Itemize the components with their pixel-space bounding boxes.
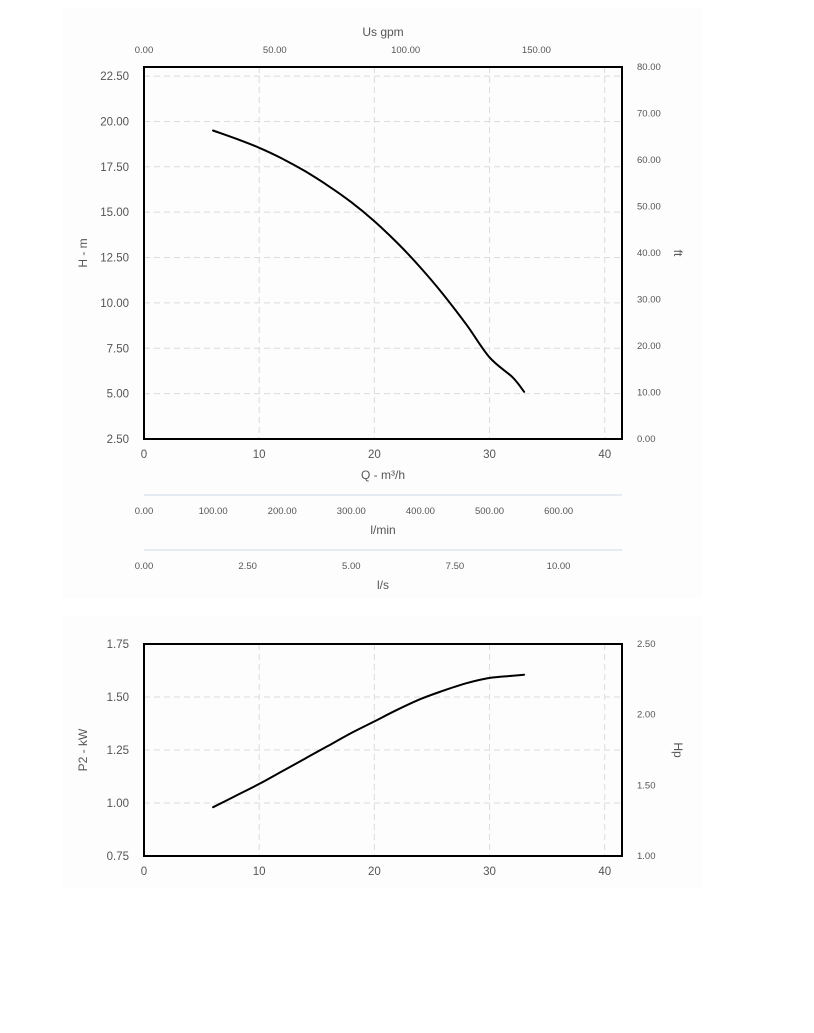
head-chart-frame xyxy=(143,66,623,440)
y2-tick-label: 10.00 xyxy=(637,388,661,399)
power-chart-frame xyxy=(143,643,623,857)
power-x-tick-labels: 0 10 20 30 40 xyxy=(141,866,611,878)
scale-tick-label: 10.00 xyxy=(547,561,571,572)
lmin-scale: 0.00 100.00 200.00 300.00 400.00 500.00 600.00… xyxy=(135,494,622,537)
head-y-tick-labels: 2.50 5.00 7.50 10.00 12.50 15.00 17.50 20.00 22.… xyxy=(100,71,129,446)
y-tick-label: 5.00 xyxy=(107,389,129,401)
y2-tick-label: 2.00 xyxy=(637,710,656,721)
y2-tick-label: 1.50 xyxy=(637,780,656,791)
power-hp-axis-title: Hp xyxy=(671,742,685,758)
ls-scale-title: l/s xyxy=(377,578,389,592)
x-tick-label: 20 xyxy=(368,449,381,461)
head-chart: 0 10 20 30 40 2.50 5.00 7.50 10.00 12.50 15.00 17.… xyxy=(76,25,685,482)
head-gpm-tick-labels: 0.00 50.00 100.00 150.00 xyxy=(135,45,551,56)
scale-tick-label: 0.00 xyxy=(135,561,154,572)
y-tick-label: 2.50 xyxy=(107,434,129,446)
y-tick-label: 15.00 xyxy=(100,207,129,219)
y-tick-label: 7.50 xyxy=(107,343,129,355)
power-y-tick-labels: 0.75 1.00 1.25 1.50 1.75 xyxy=(107,639,129,863)
y2-tick-label: 40.00 xyxy=(637,248,661,259)
power-hp-tick-labels: 1.00 1.50 2.00 2.50 xyxy=(637,639,656,862)
x2-tick-label: 50.00 xyxy=(263,45,287,56)
head-x-tick-labels: 0 10 20 30 40 xyxy=(141,449,611,461)
y-tick-label: 22.50 xyxy=(100,71,129,83)
x2-tick-label: 0.00 xyxy=(135,45,154,56)
y-tick-label: 12.50 xyxy=(100,253,129,265)
x-tick-label: 0 xyxy=(141,449,147,461)
x-tick-label: 10 xyxy=(253,449,266,461)
scale-tick-label: 5.00 xyxy=(342,561,361,572)
scale-tick-label: 7.50 xyxy=(446,561,465,572)
y-tick-label: 17.50 xyxy=(100,162,129,174)
y2-tick-label: 70.00 xyxy=(637,109,661,120)
scale-tick-label: 400.00 xyxy=(406,506,435,517)
y-tick-label: 1.25 xyxy=(107,745,129,757)
scale-tick-label: 200.00 xyxy=(268,506,297,517)
y2-tick-label: 30.00 xyxy=(637,295,661,306)
head-y-axis-title: H - m xyxy=(76,238,90,267)
power-y-axis-title: P2 - kW xyxy=(76,728,90,771)
head-x-axis-title: Q - m³/h xyxy=(361,468,405,482)
y-tick-label: 1.50 xyxy=(107,692,129,704)
head-chart-grid xyxy=(144,67,622,439)
x2-tick-label: 150.00 xyxy=(522,45,551,56)
x-tick-label: 20 xyxy=(368,866,381,878)
power-chart: 0 10 20 30 40 0.75 1.00 1.25 1.50 1.75 1.00 1.50 2… xyxy=(76,639,685,878)
y-tick-label: 0.75 xyxy=(107,851,129,863)
y2-tick-label: 60.00 xyxy=(637,155,661,166)
ls-tick-labels: 0.00 2.50 5.00 7.50 10.00 xyxy=(135,561,571,572)
scale-tick-label: 600.00 xyxy=(544,506,573,517)
x-tick-label: 30 xyxy=(483,866,496,878)
x2-tick-label: 100.00 xyxy=(391,45,420,56)
x-tick-label: 10 xyxy=(253,866,266,878)
power-curve xyxy=(212,673,526,809)
power-chart-grid xyxy=(144,644,622,856)
y-tick-label: 20.00 xyxy=(100,116,129,128)
scale-tick-label: 500.00 xyxy=(475,506,504,517)
x-tick-label: 40 xyxy=(598,866,611,878)
y2-tick-label: 50.00 xyxy=(637,202,661,213)
lmin-scale-title: l/min xyxy=(370,523,395,537)
y-tick-label: 1.00 xyxy=(107,798,129,810)
y2-tick-label: 1.00 xyxy=(637,851,656,862)
y2-tick-label: 20.00 xyxy=(637,341,661,352)
scale-tick-label: 300.00 xyxy=(337,506,366,517)
head-curve xyxy=(212,129,526,393)
y-tick-label: 1.75 xyxy=(107,639,129,651)
head-ft-axis-title: ft xyxy=(671,250,685,257)
scale-tick-label: 100.00 xyxy=(199,506,228,517)
y2-tick-label: 0.00 xyxy=(637,434,656,445)
x-tick-label: 0 xyxy=(141,866,147,878)
lmin-tick-labels: 0.00 100.00 200.00 300.00 400.00 500.00 600.00 xyxy=(135,506,573,517)
y2-tick-label: 2.50 xyxy=(637,639,656,650)
x-tick-label: 30 xyxy=(483,449,496,461)
head-ft-tick-labels: 0.00 10.00 20.00 30.00 40.00 50.00 60.00 70.00 8… xyxy=(637,62,661,445)
scale-tick-label: 2.50 xyxy=(238,561,257,572)
scale-tick-label: 0.00 xyxy=(135,506,154,517)
power-panel-background xyxy=(62,616,702,888)
y-tick-label: 10.00 xyxy=(100,298,129,310)
ls-scale: 0.00 2.50 5.00 7.50 10.00 l/s xyxy=(135,549,622,592)
y2-tick-label: 80.00 xyxy=(637,62,661,73)
x-tick-label: 40 xyxy=(598,449,611,461)
head-gpm-axis-title: Us gpm xyxy=(362,25,403,39)
